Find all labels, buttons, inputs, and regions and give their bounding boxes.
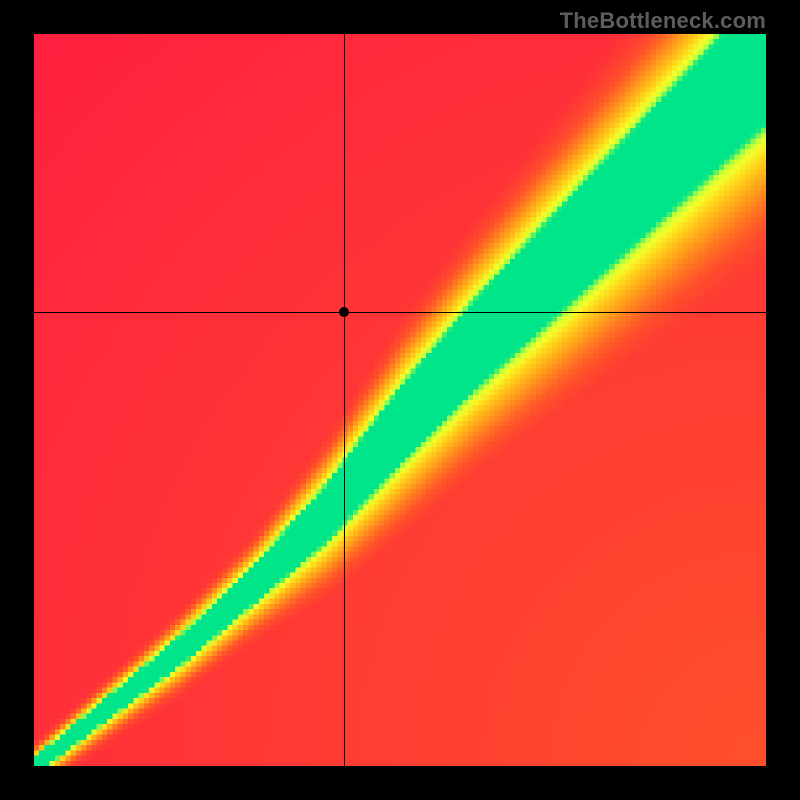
- heatmap-canvas: [34, 34, 766, 766]
- watermark-text: TheBottleneck.com: [560, 8, 766, 34]
- selection-marker[interactable]: [339, 307, 349, 317]
- crosshair-horizontal: [34, 312, 766, 313]
- heatmap-plot: [34, 34, 766, 766]
- crosshair-vertical: [344, 34, 345, 766]
- frame: TheBottleneck.com: [0, 0, 800, 800]
